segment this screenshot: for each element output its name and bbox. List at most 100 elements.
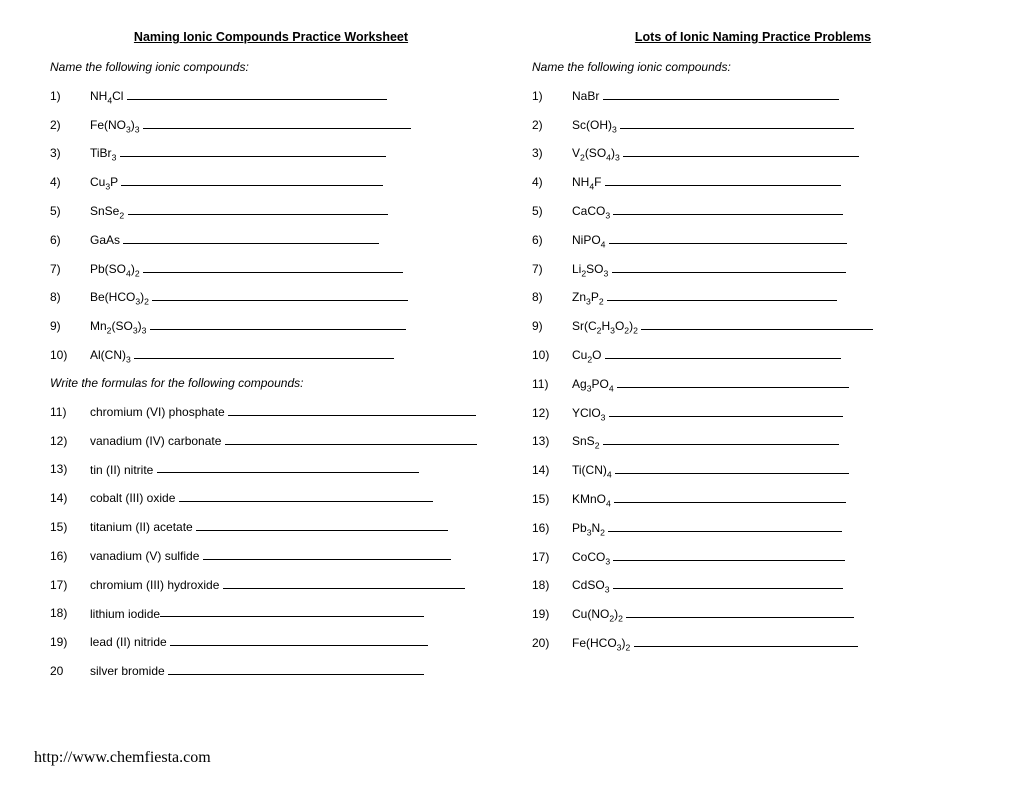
question-number: 12) (50, 434, 90, 448)
question-row: 15)KMnO4 (532, 491, 974, 506)
question-content: Ag3PO4 (572, 376, 849, 391)
answer-blank[interactable] (179, 490, 433, 502)
question-content: chromium (VI) phosphate (90, 404, 476, 419)
answer-blank[interactable] (157, 462, 419, 474)
answer-blank[interactable] (609, 232, 847, 244)
question-row: 6)NiPO4 (532, 232, 974, 247)
chemical-formula: Cu(NO2)2 (572, 607, 626, 621)
question-row: 8)Be(HCO3)2 (50, 290, 492, 305)
answer-blank[interactable] (603, 434, 839, 446)
answer-blank[interactable] (160, 606, 424, 618)
question-row: 11)Ag3PO4 (532, 376, 974, 391)
question-content: vanadium (IV) carbonate (90, 433, 477, 448)
answer-blank[interactable] (626, 606, 854, 618)
question-row: 9)Mn2(SO3)3 (50, 318, 492, 333)
question-row: 7)Pb(SO4)2 (50, 261, 492, 276)
answer-blank[interactable] (203, 548, 451, 560)
answer-blank[interactable] (613, 549, 845, 561)
chemical-formula: SnSe2 (90, 204, 128, 218)
question-number: 7) (532, 262, 572, 276)
question-content: Pb(SO4)2 (90, 261, 403, 276)
chemical-formula: chromium (VI) phosphate (90, 405, 228, 419)
chemical-formula: Cu3P (90, 175, 121, 189)
question-row: 5)SnSe2 (50, 203, 492, 218)
answer-blank[interactable] (152, 290, 408, 302)
chemical-formula: Li2SO3 (572, 262, 612, 276)
answer-blank[interactable] (128, 203, 388, 215)
question-row: 10)Cu2O (532, 347, 974, 362)
question-content: Fe(NO3)3 (90, 117, 411, 132)
answer-blank[interactable] (223, 577, 465, 589)
question-content: NH4F (572, 174, 841, 189)
footer-url: http://www.chemfiesta.com (34, 749, 211, 767)
chemical-formula: Mn2(SO3)3 (90, 319, 150, 333)
question-row: 2)Sc(OH)3 (532, 117, 974, 132)
question-number: 9) (532, 319, 572, 333)
question-content: lithium iodide (90, 606, 424, 621)
answer-blank[interactable] (617, 376, 849, 388)
answer-blank[interactable] (196, 519, 448, 531)
answer-blank[interactable] (168, 663, 424, 675)
chemical-formula: YClO3 (572, 406, 609, 420)
answer-blank[interactable] (612, 261, 846, 273)
answer-blank[interactable] (120, 146, 386, 158)
answer-blank[interactable] (121, 174, 383, 186)
answer-blank[interactable] (150, 318, 406, 330)
answer-blank[interactable] (620, 117, 854, 129)
chemical-formula: NH4Cl (90, 89, 127, 103)
chemical-formula: silver bromide (90, 664, 168, 678)
answer-blank[interactable] (609, 405, 843, 417)
question-number: 1) (532, 89, 572, 103)
question-number: 14) (50, 491, 90, 505)
question-content: YClO3 (572, 405, 843, 420)
answer-blank[interactable] (623, 146, 859, 158)
question-content: Ti(CN)4 (572, 462, 849, 477)
chemical-formula: CoCO3 (572, 550, 613, 564)
question-number: 8) (532, 290, 572, 304)
answer-blank[interactable] (127, 88, 387, 100)
question-content: Fe(HCO3)2 (572, 635, 858, 650)
answer-blank[interactable] (605, 347, 841, 359)
question-content: tin (II) nitrite (90, 462, 419, 477)
question-number: 16) (532, 521, 572, 535)
question-row: 5)CaCO3 (532, 203, 974, 218)
question-content: TiBr3 (90, 146, 386, 161)
answer-blank[interactable] (613, 203, 843, 215)
question-content: Sc(OH)3 (572, 117, 854, 132)
question-number: 16) (50, 549, 90, 563)
answer-blank[interactable] (641, 318, 873, 330)
answer-blank[interactable] (634, 635, 858, 647)
chemical-formula: Cu2O (572, 348, 605, 362)
chemical-formula: chromium (III) hydroxide (90, 578, 223, 592)
answer-blank[interactable] (170, 634, 428, 646)
answer-blank[interactable] (143, 117, 411, 129)
question-number: 6) (532, 233, 572, 247)
answer-blank[interactable] (143, 261, 403, 273)
answer-blank[interactable] (614, 491, 846, 503)
answer-blank[interactable] (608, 520, 842, 532)
question-content: Cu(NO2)2 (572, 606, 854, 621)
question-row: 15)titanium (II) acetate (50, 519, 492, 534)
answer-blank[interactable] (607, 290, 837, 302)
question-number: 8) (50, 290, 90, 304)
question-content: Be(HCO3)2 (90, 290, 408, 305)
answer-blank[interactable] (134, 347, 394, 359)
question-number: 9) (50, 319, 90, 333)
answer-blank[interactable] (615, 462, 849, 474)
chemical-formula: Fe(NO3)3 (90, 118, 143, 132)
chemical-formula: CaCO3 (572, 204, 613, 218)
answer-blank[interactable] (603, 88, 839, 100)
answer-blank[interactable] (225, 433, 477, 445)
answer-blank[interactable] (228, 404, 476, 416)
question-row: 4)Cu3P (50, 174, 492, 189)
question-number: 11) (50, 405, 90, 419)
answer-blank[interactable] (605, 174, 841, 186)
answer-blank[interactable] (613, 578, 843, 590)
chemical-formula: GaAs (90, 233, 123, 247)
answer-blank[interactable] (123, 232, 379, 244)
question-content: lead (II) nitride (90, 634, 428, 649)
question-content: SnSe2 (90, 203, 388, 218)
question-row: 1)NH4Cl (50, 88, 492, 103)
question-number: 15) (532, 492, 572, 506)
question-number: 10) (50, 348, 90, 362)
